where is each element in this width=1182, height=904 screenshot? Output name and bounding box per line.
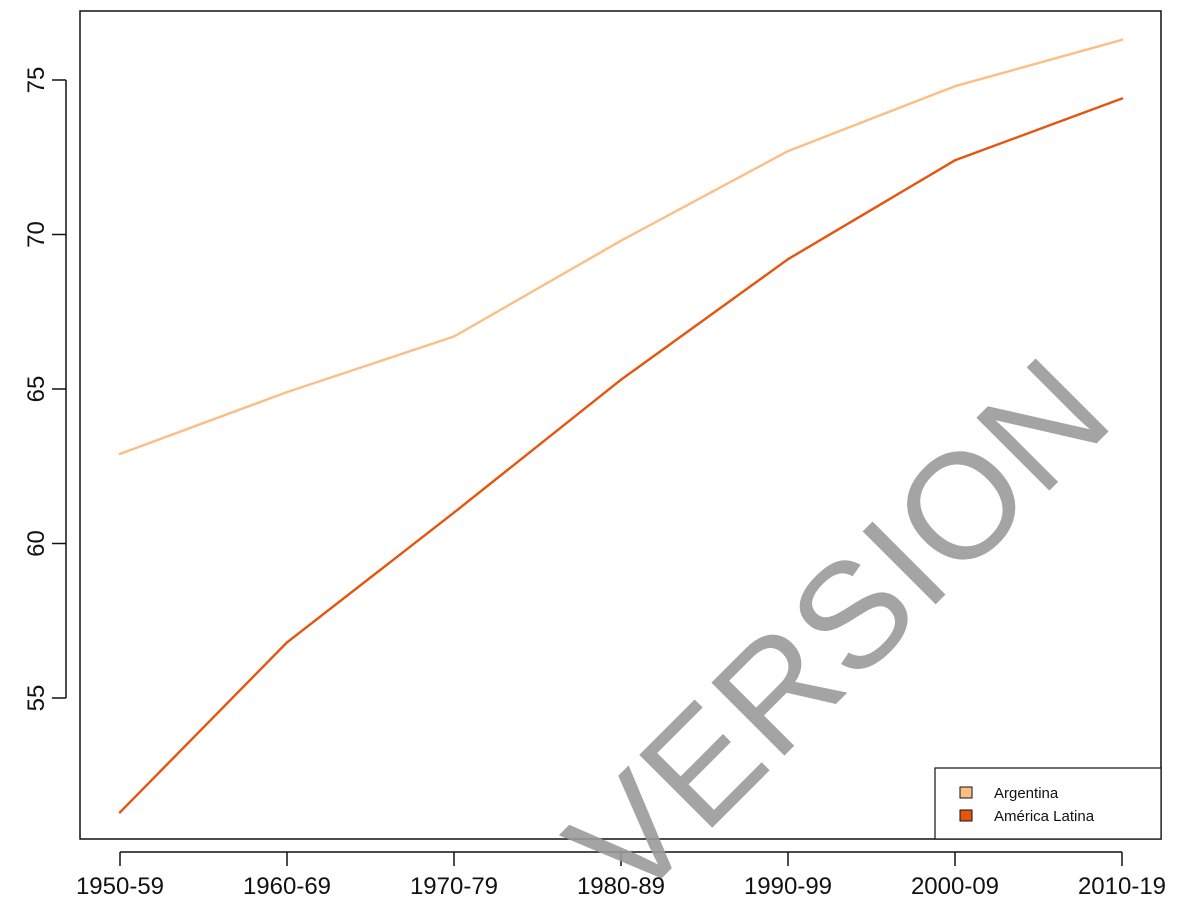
- x-tick-label: 1990-99: [744, 873, 832, 900]
- y-tick-label: 55: [23, 685, 50, 712]
- data-point: [619, 378, 623, 381]
- x-tick-label: 1980-89: [577, 873, 665, 900]
- plot-frame: [79, 10, 1162, 840]
- legend: Argentina América Latina: [934, 767, 1162, 840]
- data-point: [118, 452, 122, 456]
- legend-swatch-argentina: [959, 786, 973, 799]
- data-point: [452, 335, 456, 338]
- x-tick-label: 1970-79: [410, 873, 498, 900]
- data-point: [619, 239, 623, 242]
- legend-label-argentina: Argentina: [994, 785, 1059, 802]
- series-lines: [118, 38, 1124, 814]
- data-point: [786, 149, 790, 153]
- y-tick-label: 60: [23, 530, 50, 557]
- legend-label-america-latina: América Latina: [994, 808, 1095, 825]
- data-point: [118, 811, 122, 814]
- y-axis: 55 60 65 70 75: [23, 67, 67, 712]
- x-axis: 1950-59 1960-69 1970-79 1980-89 1990-99 2000-…: [76, 851, 1166, 900]
- y-tick-label: 70: [23, 221, 50, 248]
- data-point: [285, 390, 289, 394]
- y-tick-label: 65: [23, 376, 50, 403]
- x-tick-label: 2010-19: [1078, 873, 1166, 900]
- x-tick-label: 1960-69: [243, 873, 331, 900]
- data-point: [1120, 38, 1124, 42]
- data-point: [452, 511, 456, 514]
- data-point: [285, 641, 289, 644]
- data-point: [1120, 97, 1124, 100]
- x-tick-label: 2000-09: [911, 873, 999, 900]
- data-point: [953, 84, 957, 88]
- y-tick-label: 75: [23, 67, 50, 94]
- legend-swatch-america-latina: [959, 809, 973, 822]
- x-tick-label: 1950-59: [76, 873, 164, 900]
- legend-box: [934, 767, 1162, 840]
- data-point: [786, 258, 790, 261]
- data-point: [953, 159, 957, 162]
